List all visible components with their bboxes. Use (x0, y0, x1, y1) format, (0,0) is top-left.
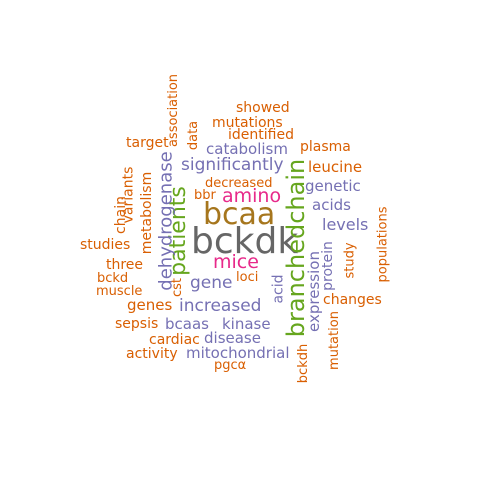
word-bckdk: bckdk (191, 221, 299, 262)
word-pgca: pgcα (214, 358, 247, 373)
word-amino: amino (222, 185, 282, 207)
word-acid: acid (270, 274, 287, 304)
word-bcaas: bcaas (165, 315, 209, 333)
word-metabolism: metabolism (139, 171, 156, 255)
word-gene: gene (190, 273, 233, 293)
word-plasma: plasma (300, 139, 351, 155)
word-mice: mice (213, 251, 259, 273)
word-genetic: genetic (305, 177, 361, 195)
word-studies: studies (80, 237, 131, 253)
word-cardiac: cardiac (149, 332, 200, 348)
word-levels: levels (322, 215, 369, 234)
word-increased: increased (179, 296, 262, 316)
word-mutation: mutation (326, 311, 342, 370)
word-genes: genes (127, 296, 173, 314)
word-populations: populations (375, 206, 391, 283)
word-bcaa: bcaa (203, 197, 276, 232)
word-mitochondrial: mitochondrial (186, 344, 290, 362)
word-leucine: leucine (308, 158, 363, 176)
word-chain: chain (112, 196, 129, 234)
word-dehydrogenase: dehydrogenase (155, 151, 177, 291)
word-activity: activity (126, 346, 178, 362)
word-loci: loci (236, 270, 259, 285)
word-bckdh: bckdh (296, 343, 312, 384)
word-decreased: decreased (205, 176, 273, 191)
word-cst: cst (170, 277, 186, 298)
word-kinase: kinase (222, 315, 271, 333)
word-study: study (342, 242, 358, 279)
word-acids: acids (312, 196, 351, 214)
word-target: target (126, 135, 169, 151)
word-bckd: bckd (97, 271, 129, 286)
word-changes: changes (323, 292, 382, 308)
word-protein: protein (319, 241, 336, 291)
word-muscle: muscle (96, 284, 143, 299)
word-showed: showed (236, 100, 290, 116)
word-sepsis: sepsis (115, 316, 159, 332)
word-mutations: mutations (212, 115, 283, 131)
word-bbr: bbr (194, 188, 216, 203)
word-data: data (186, 120, 202, 151)
word-significantly: significantly (181, 155, 284, 175)
word-three: three (106, 257, 144, 273)
word-catabolism: catabolism (206, 140, 288, 158)
word-disease: disease (204, 329, 261, 347)
word-identified: identified (228, 127, 294, 143)
